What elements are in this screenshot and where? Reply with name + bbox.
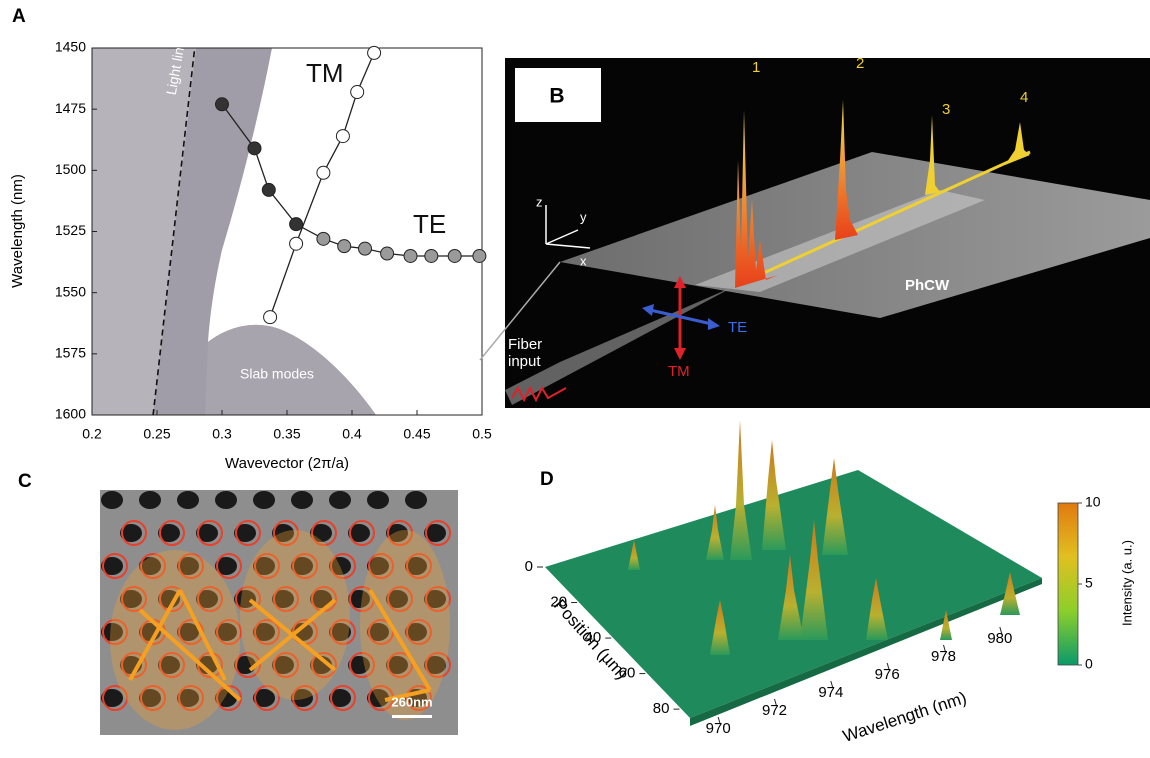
data-point <box>336 130 349 143</box>
hole <box>329 491 351 509</box>
data-point <box>351 86 364 99</box>
mode-region <box>360 530 450 720</box>
axis-glyph-label: x <box>580 253 587 268</box>
panel-label: C <box>18 471 32 492</box>
data-point <box>317 232 330 245</box>
x-tick-label: 980 <box>987 630 1012 647</box>
y-tick-label: 1525 <box>55 222 86 238</box>
x-tick-label: 0.3 <box>212 426 232 442</box>
y-tick-label: 0 <box>525 558 533 575</box>
x-tick-label: 0.45 <box>403 426 430 442</box>
data-point <box>404 249 417 262</box>
data-point <box>248 142 261 155</box>
data-point <box>425 249 438 262</box>
annotation: Slab modes <box>240 366 314 382</box>
x-axis-label: Wavelength (nm) <box>840 688 968 746</box>
fiber-label: Fiber input <box>508 336 563 370</box>
panel-label: A <box>12 6 26 27</box>
colorbar-label: Intensity (a. u.) <box>1119 540 1134 626</box>
colorbar-tick-label: 5 <box>1085 575 1093 591</box>
series-label: TM <box>306 58 344 88</box>
spike <box>730 420 752 560</box>
x-tick-label: 0.4 <box>342 426 362 442</box>
x-tick-label: 974 <box>818 684 843 701</box>
figure: A 0.20.250.30.350.40.450.514501475150015… <box>0 0 1150 753</box>
data-point <box>338 240 351 253</box>
y-tick-label: 1475 <box>55 100 86 116</box>
hole <box>253 491 275 509</box>
x-tick-label: 0.2 <box>82 426 102 442</box>
data-point <box>264 311 277 324</box>
peak-label: 3 <box>942 101 950 118</box>
hole <box>139 491 161 509</box>
scale-bar-label: 260nm <box>391 694 432 709</box>
te-label: TE <box>728 319 747 336</box>
x-tick-label: 976 <box>875 666 900 683</box>
data-point <box>368 46 381 59</box>
data-point <box>262 183 275 196</box>
data-point <box>290 218 303 231</box>
hole <box>215 491 237 509</box>
x-axis-label: Wavevector (2π/a) <box>225 455 349 472</box>
y-tick-label: 1575 <box>55 345 86 361</box>
series-label: TE <box>413 209 446 239</box>
data-point <box>317 166 330 179</box>
data-point <box>448 249 461 262</box>
fiber-label-box: Fiber input <box>508 336 563 376</box>
peak-label: 2 <box>856 55 864 72</box>
data-point <box>359 242 372 255</box>
scale-bar <box>392 715 432 718</box>
axis-glyph-label: y <box>580 209 587 224</box>
y-tick-label: 1600 <box>55 406 86 422</box>
peak-label: 4 <box>1020 89 1028 106</box>
panel-label: D <box>540 469 554 490</box>
data-point <box>473 249 486 262</box>
x-tick-label: 972 <box>762 702 787 719</box>
panel-label: B <box>549 85 564 108</box>
y-tick-label: 1550 <box>55 283 86 299</box>
panel-b: B 1 2 3 4 z y x PhCW Fiber input TE TM <box>480 55 1150 408</box>
x-tick-label: 978 <box>931 648 956 665</box>
mode-region <box>240 530 350 700</box>
x-tick-label: 0.25 <box>143 426 170 442</box>
data-point <box>216 98 229 111</box>
axis-glyph-label: z <box>536 194 543 209</box>
peak-label: 1 <box>752 59 760 76</box>
y-tick-label: 1450 <box>55 39 86 55</box>
hole <box>291 491 313 509</box>
hole <box>405 491 427 509</box>
x-tick-label: 0.35 <box>273 426 300 442</box>
panel-c: 260nm <box>100 490 458 735</box>
colorbar <box>1058 503 1078 665</box>
colorbar-tick-label: 0 <box>1085 656 1093 672</box>
page: { "chart_data": [ { "type": "line", "pan… <box>0 0 1150 753</box>
hole <box>101 491 123 509</box>
y-tick-label: 80 <box>653 700 670 717</box>
data-point <box>290 237 303 250</box>
x-tick-label: 970 <box>706 720 731 737</box>
y-axis-label: Wavelength (nm) <box>9 174 26 288</box>
waveguide-label: PhCW <box>905 277 950 294</box>
data-point <box>381 247 394 260</box>
colorbar-tick-label: 10 <box>1085 494 1101 510</box>
hole <box>177 491 199 509</box>
x-tick-label: 0.5 <box>472 426 492 442</box>
tm-label: TM <box>668 363 690 380</box>
hole <box>367 491 389 509</box>
y-tick-label: 1500 <box>55 161 86 177</box>
